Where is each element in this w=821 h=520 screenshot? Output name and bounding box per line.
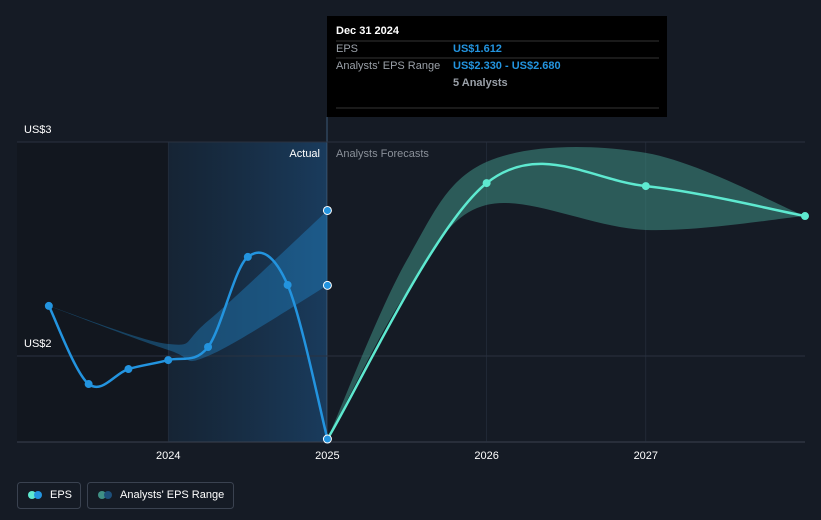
legend-label: EPS xyxy=(50,489,72,501)
eps-point xyxy=(124,365,133,374)
eps-point xyxy=(204,343,213,352)
tooltip-label: EPS xyxy=(336,43,358,55)
actual-label: Actual xyxy=(289,148,320,160)
range-area xyxy=(327,147,805,440)
legend-swatch xyxy=(34,491,42,499)
range-area xyxy=(48,210,328,362)
y-tick-label: US$2 xyxy=(24,338,52,350)
eps-point xyxy=(44,301,53,310)
eps-point xyxy=(482,179,491,188)
legend-label: Analysts' EPS Range xyxy=(120,489,224,501)
plot: US$3 US$2 2024 2025 2026 2027 xyxy=(17,124,809,462)
legend-box[interactable] xyxy=(17,482,81,509)
past-shade xyxy=(17,142,168,442)
eps-point xyxy=(243,252,252,261)
range-end-point xyxy=(322,205,332,215)
legend-swatch xyxy=(28,491,36,499)
x-tick-label: 2026 xyxy=(474,450,498,462)
range-end-point xyxy=(322,280,332,290)
tooltip-value: US$2.330 - US$2.680 xyxy=(453,60,561,72)
eps-line xyxy=(326,162,806,440)
y-tick-label: US$3 xyxy=(24,124,52,136)
x-tick-label: 2027 xyxy=(634,450,658,462)
legend-swatch xyxy=(104,491,112,499)
tooltip-label: Analysts' EPS Range xyxy=(336,60,440,72)
eps-point xyxy=(641,182,650,191)
tooltip-value: 5 Analysts xyxy=(453,77,508,89)
eps-point xyxy=(84,380,93,389)
forecast-label: Analysts Forecasts xyxy=(336,148,429,160)
legend-box[interactable] xyxy=(87,482,234,509)
legend: EPS Analysts' EPS Range xyxy=(17,482,234,509)
tooltip-date: Dec 31 2024 xyxy=(336,25,400,37)
eps-point xyxy=(801,212,809,221)
x-tick-label: 2024 xyxy=(156,450,180,462)
x-tick-label: 2025 xyxy=(315,450,339,462)
eps-point xyxy=(164,356,173,365)
tooltip-box xyxy=(327,16,667,117)
tooltip-value: US$1.612 xyxy=(453,43,502,55)
tooltip: Dec 31 2024 EPS US$1.612 Analysts' EPS R… xyxy=(327,16,667,117)
eps-point xyxy=(283,280,292,289)
eps-point xyxy=(322,434,332,444)
actual-shade xyxy=(168,142,327,442)
legend-swatch xyxy=(98,491,106,499)
